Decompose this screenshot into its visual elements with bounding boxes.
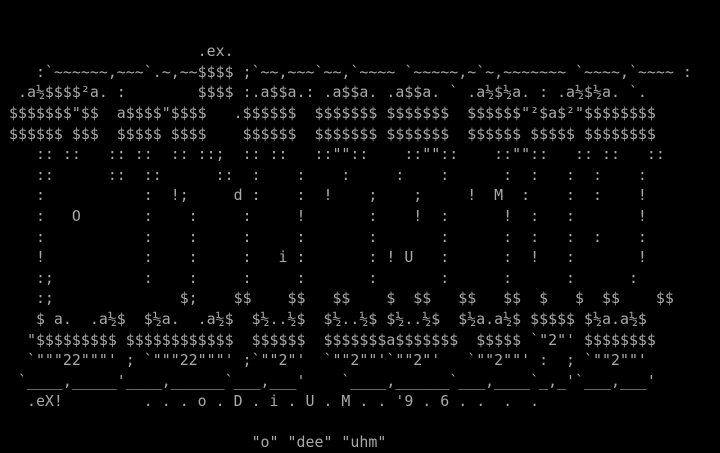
dos-terminal-screen: .ex. :`~~~~~~,~~~`.~,~~$$$$ ;`~~,~~~`~~,… bbox=[8, 42, 692, 452]
odium-96-ascii-logo: .ex. :`~~~~~~,~~~`.~,~~$$$$ ;`~~,~~~`~~,… bbox=[8, 42, 692, 452]
